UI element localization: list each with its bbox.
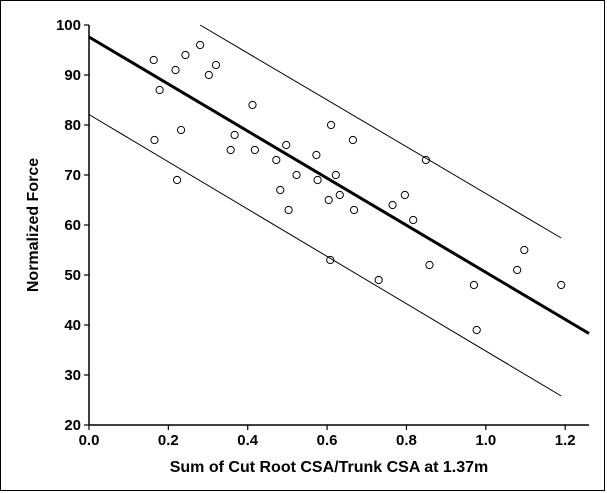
data-point <box>326 120 336 130</box>
data-point <box>312 150 321 160</box>
x-tick-label: 0.0 <box>79 432 100 449</box>
data-point <box>349 205 359 215</box>
data-point <box>204 70 213 80</box>
x-tick-label: 1.2 <box>555 432 576 449</box>
x-tick-label: 0.6 <box>317 432 338 449</box>
data-point <box>374 275 383 285</box>
data-point <box>149 55 158 65</box>
data-point <box>326 255 335 265</box>
data-point <box>348 135 357 145</box>
x-tick-label: 0.2 <box>158 432 179 449</box>
y-tick-label: 20 <box>64 417 81 434</box>
data-points <box>149 40 566 335</box>
data-point <box>181 50 190 60</box>
data-point <box>172 175 182 185</box>
y-tick-label: 50 <box>64 267 81 284</box>
y-tick-label: 80 <box>64 117 81 134</box>
data-point <box>155 85 164 95</box>
lower-bound-line <box>88 114 562 397</box>
regression-line <box>88 35 590 335</box>
data-point <box>324 195 333 205</box>
data-point <box>421 155 431 165</box>
data-point <box>230 130 239 140</box>
data-point <box>282 140 291 150</box>
fit-lines <box>88 24 590 397</box>
data-point <box>313 175 322 185</box>
data-point <box>284 205 293 215</box>
data-point <box>211 60 221 70</box>
data-point <box>272 155 281 165</box>
x-tick-label: 1.0 <box>475 432 496 449</box>
x-axis-title: Sum of Cut Root CSA/Trunk CSA at 1.37m <box>170 459 489 476</box>
data-point <box>409 215 418 225</box>
data-point <box>248 100 257 110</box>
data-point <box>513 265 522 275</box>
upper-bound-line <box>199 24 562 239</box>
tick-labels: 20 30 40 50 60 70 80 90 100 0.0 0.2 0.4 0.6 0.8 1.0 1.2 <box>56 17 576 449</box>
data-point <box>150 135 159 145</box>
data-point <box>557 280 566 290</box>
data-point <box>292 170 301 180</box>
axes <box>84 24 589 430</box>
y-tick-label: 40 <box>64 317 81 334</box>
y-tick-label: 60 <box>64 217 81 234</box>
data-point <box>226 145 235 155</box>
data-point <box>276 185 285 195</box>
y-axis-title: Normalized Force <box>25 158 42 292</box>
y-tick-label: 90 <box>64 67 81 84</box>
y-tick-label: 70 <box>64 167 81 184</box>
data-point <box>520 245 529 255</box>
x-tick-label: 0.8 <box>396 432 417 449</box>
data-point <box>331 170 340 180</box>
data-point <box>469 280 479 290</box>
y-tick-label: 30 <box>64 367 81 384</box>
data-point <box>425 260 434 270</box>
data-point <box>196 40 205 50</box>
data-point <box>335 190 344 200</box>
x-tick-label: 0.4 <box>237 432 259 449</box>
data-point <box>176 125 186 135</box>
data-point <box>171 65 180 75</box>
data-point <box>472 325 481 335</box>
data-point <box>388 200 397 210</box>
data-point <box>400 190 409 200</box>
data-point <box>250 145 259 155</box>
y-tick-label: 100 <box>56 17 81 34</box>
